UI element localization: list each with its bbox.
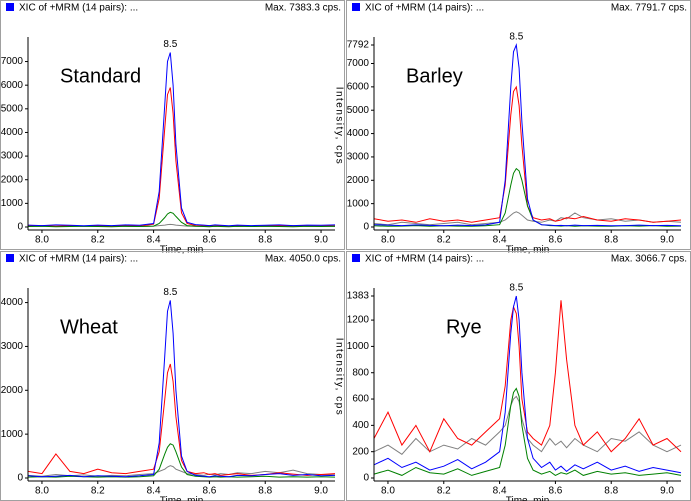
header-icon — [6, 3, 14, 11]
x-tick-label: 8.8 — [604, 235, 618, 246]
y-tick-label: 800 — [352, 367, 369, 378]
data-line — [27, 363, 336, 476]
y-tick-label: 3000 — [1, 151, 24, 162]
panel-max: Max. 4050.0 cps. — [265, 254, 341, 265]
y-tick-label: 0 — [17, 473, 23, 484]
x-tick-label: 9.0 — [314, 486, 328, 497]
y-tick-label: 6000 — [1, 80, 24, 91]
data-line — [27, 300, 336, 478]
y-tick-label: 1000 — [1, 429, 24, 440]
panel: XIC of +MRM (14 pairs): ... Max. 3066.7 c… — [346, 251, 691, 501]
x-axis-label: Time, min — [160, 245, 204, 256]
panel-max: Max. 7791.7 cps. — [611, 3, 687, 14]
y-tick-label: 0 — [17, 222, 23, 233]
x-tick-label: 8.2 — [437, 235, 451, 246]
y-tick-label: 6000 — [347, 81, 370, 92]
y-tick-label: 1000 — [1, 198, 24, 209]
y-tick-label: 5000 — [347, 105, 370, 116]
y-tick-label: 4000 — [1, 127, 24, 138]
sample-label: Standard — [60, 65, 141, 87]
y-tick-label: 1000 — [347, 198, 370, 209]
peak-annotation: 8.5 — [509, 283, 523, 294]
x-tick-label: 8.4 — [493, 486, 507, 497]
y-axis-label: Intensity, cps — [333, 338, 344, 417]
x-tick-label: 8.0 — [381, 235, 395, 246]
panel-title: XIC of +MRM (14 pairs): ... — [365, 254, 484, 265]
sample-label: Barley — [406, 65, 463, 87]
data-line — [27, 443, 336, 478]
data-line — [373, 295, 682, 474]
data-line — [373, 211, 682, 226]
x-axis-label: Time, min — [160, 496, 204, 501]
x-tick-label: 8.8 — [258, 235, 272, 246]
x-tick-label: 8.6 — [202, 235, 216, 246]
data-line — [27, 211, 336, 228]
x-tick-label: 9.0 — [314, 235, 328, 246]
header-icon — [6, 254, 14, 262]
x-tick-label: 8.0 — [35, 486, 49, 497]
sample-label: Rye — [446, 316, 482, 338]
y-tick-label: 600 — [352, 394, 369, 405]
y-tick-label: 2000 — [1, 174, 24, 185]
data-line — [373, 300, 682, 453]
panel-max: Max. 3066.7 cps. — [611, 254, 687, 265]
y-tick-label: 0 — [363, 473, 369, 484]
x-tick-label: 8.4 — [493, 235, 507, 246]
x-tick-label: 8.4 — [147, 235, 161, 246]
panel-border — [0, 0, 345, 250]
x-tick-label: 8.4 — [147, 486, 161, 497]
x-tick-label: 8.6 — [202, 486, 216, 497]
data-line — [373, 387, 682, 476]
y-axis-label: Intensity, cps — [333, 87, 344, 166]
y-tick-label: 1200 — [347, 315, 370, 326]
x-tick-label: 8.6 — [548, 486, 562, 497]
header-icon — [352, 3, 360, 11]
y-tick-label: 2000 — [347, 175, 370, 186]
data-line — [373, 395, 682, 455]
x-tick-label: 8.8 — [604, 486, 618, 497]
y-tick-label: 0 — [363, 222, 369, 233]
y-tick-label: 3000 — [347, 152, 370, 163]
panel-title: XIC of +MRM (14 pairs): ... — [19, 3, 138, 14]
panel-title: XIC of +MRM (14 pairs): ... — [19, 254, 138, 265]
header-icon — [352, 254, 360, 262]
x-tick-label: 8.2 — [91, 235, 105, 246]
y-tick-label: 1000 — [347, 341, 370, 352]
y-tick-label: 2000 — [1, 385, 24, 396]
x-axis-label: Time, min — [506, 245, 550, 256]
panel-title: XIC of +MRM (14 pairs): ... — [365, 3, 484, 14]
panel: XIC of +MRM (14 pairs): ... Max. 7791.7 c… — [346, 0, 691, 256]
x-tick-label: 8.6 — [548, 235, 562, 246]
data-line — [27, 52, 336, 227]
y-tick-label: 400 — [352, 420, 369, 431]
peak-annotation: 8.5 — [163, 287, 177, 298]
y-tick-label: 7000 — [1, 56, 24, 67]
peak-annotation: 8.5 — [163, 39, 177, 50]
sample-label: Wheat — [60, 316, 118, 338]
panel: XIC of +MRM (14 pairs): ... Max. 4050.0 c… — [0, 251, 345, 501]
y-tick-label: 200 — [352, 446, 369, 457]
x-tick-label: 8.0 — [35, 235, 49, 246]
data-line — [373, 85, 682, 223]
peak-annotation: 8.5 — [509, 32, 523, 43]
x-tick-label: 8.2 — [437, 486, 451, 497]
y-tick-label: 7792 — [347, 40, 370, 51]
y-tick-label: 4000 — [1, 297, 24, 308]
panel: XIC of +MRM (14 pairs): ... Max. 7383.3 c… — [0, 0, 345, 256]
y-tick-label: 3000 — [1, 341, 24, 352]
y-tick-label: 1383 — [347, 291, 370, 302]
x-tick-label: 8.2 — [91, 486, 105, 497]
y-tick-label: 7000 — [347, 58, 370, 69]
data-line — [373, 43, 682, 227]
x-tick-label: 9.0 — [660, 486, 674, 497]
y-tick-label: 5000 — [1, 103, 24, 114]
x-tick-label: 8.0 — [381, 486, 395, 497]
panel-max: Max. 7383.3 cps. — [265, 3, 341, 14]
y-tick-label: 4000 — [347, 128, 370, 139]
x-tick-label: 8.8 — [258, 486, 272, 497]
x-axis-label: Time, min — [506, 496, 550, 501]
x-tick-label: 9.0 — [660, 235, 674, 246]
